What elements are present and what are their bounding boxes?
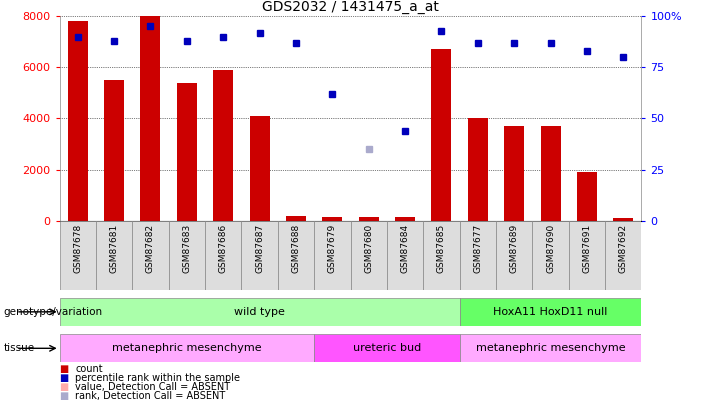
- Bar: [504, 126, 524, 221]
- Text: GSM87690: GSM87690: [546, 224, 555, 273]
- Text: GSM87682: GSM87682: [146, 224, 155, 273]
- Text: HoxA11 HoxD11 null: HoxA11 HoxD11 null: [494, 307, 608, 317]
- Bar: [540, 126, 561, 221]
- Bar: [350, 221, 387, 290]
- Bar: [395, 217, 415, 221]
- Text: GSM87688: GSM87688: [292, 224, 301, 273]
- Bar: [278, 221, 314, 290]
- Text: percentile rank within the sample: percentile rank within the sample: [75, 373, 240, 383]
- Bar: [60, 334, 314, 362]
- Text: GSM87680: GSM87680: [365, 224, 373, 273]
- Text: tissue: tissue: [4, 343, 34, 353]
- Bar: [132, 221, 169, 290]
- Text: GSM87681: GSM87681: [109, 224, 118, 273]
- Bar: [577, 172, 597, 221]
- Text: GSM87677: GSM87677: [473, 224, 482, 273]
- Text: GSM87689: GSM87689: [510, 224, 519, 273]
- Bar: [314, 221, 350, 290]
- Bar: [569, 221, 605, 290]
- Bar: [359, 217, 379, 221]
- Text: ■: ■: [60, 373, 69, 383]
- Bar: [104, 80, 124, 221]
- Bar: [460, 334, 641, 362]
- Bar: [387, 221, 423, 290]
- Bar: [177, 83, 197, 221]
- Bar: [213, 70, 233, 221]
- Bar: [613, 218, 633, 221]
- Text: GSM87679: GSM87679: [328, 224, 336, 273]
- Bar: [241, 221, 278, 290]
- Text: ■: ■: [60, 364, 69, 374]
- Text: ■: ■: [60, 391, 69, 401]
- Text: rank, Detection Call = ABSENT: rank, Detection Call = ABSENT: [75, 391, 225, 401]
- Bar: [60, 221, 96, 290]
- Bar: [496, 221, 532, 290]
- Text: GSM87684: GSM87684: [400, 224, 409, 273]
- Bar: [60, 298, 460, 326]
- Text: metanephric mesenchyme: metanephric mesenchyme: [112, 343, 261, 353]
- Bar: [250, 116, 270, 221]
- Text: GSM87691: GSM87691: [583, 224, 592, 273]
- Bar: [605, 221, 641, 290]
- Bar: [532, 221, 569, 290]
- Text: GSM87687: GSM87687: [255, 224, 264, 273]
- Bar: [460, 221, 496, 290]
- Bar: [314, 334, 460, 362]
- Text: GSM87678: GSM87678: [74, 224, 82, 273]
- Bar: [431, 49, 451, 221]
- Text: ■: ■: [60, 382, 69, 392]
- Text: GSM87685: GSM87685: [437, 224, 446, 273]
- Text: wild type: wild type: [234, 307, 285, 317]
- Bar: [460, 298, 641, 326]
- Bar: [322, 217, 342, 221]
- Text: genotype/variation: genotype/variation: [4, 307, 102, 317]
- Bar: [68, 21, 88, 221]
- Text: GSM87692: GSM87692: [619, 224, 627, 273]
- Text: ureteric bud: ureteric bud: [353, 343, 421, 353]
- Text: metanephric mesenchyme: metanephric mesenchyme: [476, 343, 625, 353]
- Bar: [205, 221, 241, 290]
- Bar: [96, 221, 132, 290]
- Title: GDS2032 / 1431475_a_at: GDS2032 / 1431475_a_at: [262, 0, 439, 14]
- Text: count: count: [75, 364, 102, 374]
- Text: GSM87686: GSM87686: [219, 224, 228, 273]
- Text: GSM87683: GSM87683: [182, 224, 191, 273]
- Bar: [169, 221, 205, 290]
- Bar: [140, 16, 161, 221]
- Bar: [286, 215, 306, 221]
- Bar: [468, 118, 488, 221]
- Bar: [423, 221, 460, 290]
- Text: value, Detection Call = ABSENT: value, Detection Call = ABSENT: [75, 382, 230, 392]
